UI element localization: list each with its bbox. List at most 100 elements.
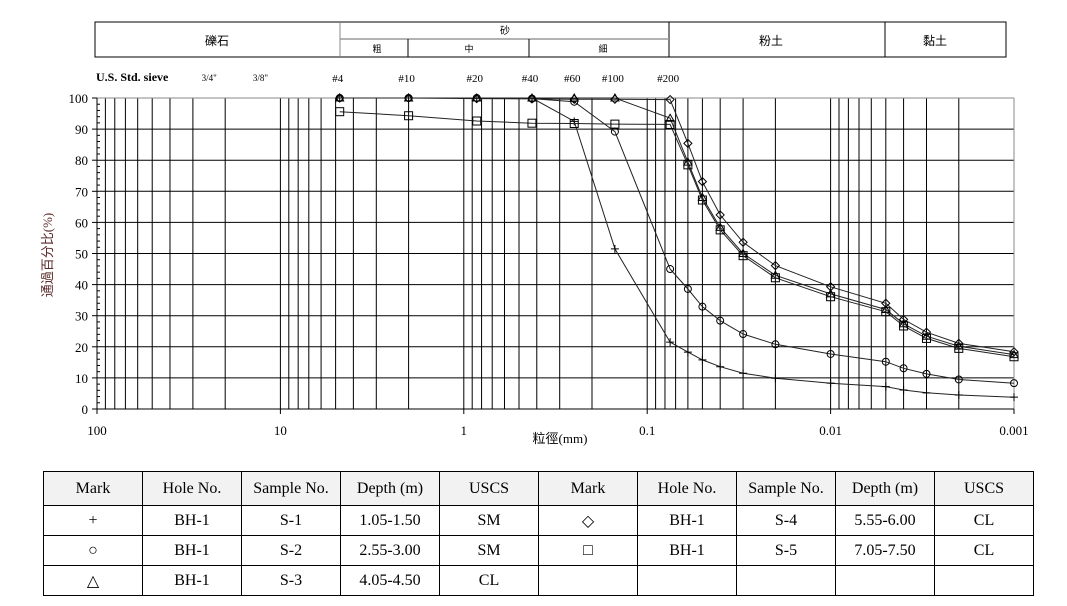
- header-sand: 砂: [500, 24, 510, 37]
- chart-series: [334, 92, 1019, 402]
- y-tick-label: 40: [75, 278, 88, 293]
- plus-marker: [771, 374, 780, 383]
- x-tick-label: 0.001: [999, 423, 1028, 438]
- header-sand-fine: 細: [598, 43, 607, 54]
- y-tick-label: 30: [75, 309, 88, 324]
- sieve-label: #200: [657, 73, 680, 85]
- triangle-marker: [665, 113, 675, 122]
- header-gravel: 礫石: [205, 33, 229, 48]
- sample-cell: S-4: [736, 505, 836, 536]
- plus-marker: [739, 369, 748, 378]
- diamond-marker: [472, 93, 482, 104]
- sieve-label: #40: [522, 73, 539, 85]
- sieve-label: #60: [564, 73, 581, 85]
- col-hole: Hole No.: [637, 471, 737, 506]
- table-header-row: Mark Hole No. Sample No. Depth (m) USCS …: [43, 471, 1034, 506]
- triangle-marker: [921, 331, 932, 340]
- hole-cell: BH-1: [637, 505, 737, 536]
- sieve-labels: 3/4" 3/8" #4 #10 #20 #40 #60 #100 #200: [202, 73, 680, 85]
- chart-grid: [97, 97, 1015, 410]
- square-marker: [665, 119, 675, 129]
- col-depth: Depth (m): [835, 471, 935, 506]
- square-marker: [738, 251, 748, 261]
- square-marker: [683, 160, 693, 170]
- col-mark: Mark: [538, 471, 638, 506]
- y-tick-label: 10: [75, 371, 88, 386]
- series-line: [339, 97, 1015, 398]
- col-depth: Depth (m): [340, 471, 440, 506]
- triangle-marker: [471, 92, 482, 102]
- square-marker: [899, 321, 909, 331]
- circle-marker: [739, 330, 748, 339]
- series-s-5: [335, 107, 1019, 362]
- square-marker: [404, 111, 414, 121]
- diamond-marker: [770, 260, 781, 271]
- y-tick-label: 100: [69, 91, 89, 106]
- circle-marker: [1010, 379, 1018, 388]
- sieve-label: #100: [602, 73, 625, 85]
- triangle-marker: [880, 304, 891, 313]
- sieve-label: 3/4": [202, 73, 218, 83]
- sieve-row-label: U.S. Std. sieve: [96, 70, 169, 84]
- y-tick-label: 0: [82, 402, 89, 417]
- x-tick-label: 0.01: [819, 423, 842, 438]
- series-s-4: [334, 93, 1019, 357]
- series-line: [339, 111, 1015, 358]
- empty-cell: [637, 565, 737, 596]
- diamond-marker: [954, 338, 964, 349]
- diamond-marker: [921, 327, 932, 337]
- series-s-2: [335, 94, 1018, 388]
- sieve-label: #4: [332, 73, 344, 85]
- y-tick-label: 50: [75, 247, 88, 262]
- header-sand-coarse: 粗: [372, 43, 381, 54]
- diamond-marker: [527, 94, 537, 104]
- square-marker: [527, 118, 537, 128]
- circle-marker: [716, 316, 725, 325]
- square-marker: [697, 195, 707, 205]
- plus-marker: [1010, 393, 1018, 402]
- mark-cell: △: [43, 565, 143, 596]
- plus-marker: [610, 244, 619, 253]
- diamond-marker: [610, 94, 620, 104]
- col-sample: Sample No.: [736, 471, 836, 506]
- circle-marker: [666, 265, 675, 274]
- plus-marker: [899, 386, 908, 395]
- chart-axes: 0 10 20 30 40 50 60 70 80 90 100 100 10 1 0.1 0.01 0.001: [69, 91, 1029, 438]
- header-sand-medium: 中: [464, 43, 473, 54]
- sieve-label: #10: [398, 73, 415, 85]
- soil-classification-header: 礫石 砂 粗 中 細 粉土 黏土: [94, 21, 1007, 58]
- uscs-cell: CL: [439, 565, 539, 596]
- diamond-marker: [683, 138, 693, 149]
- x-tick-label: 0.1: [639, 423, 655, 438]
- sample-cell: S-3: [241, 565, 341, 596]
- depth-cell: 7.05-7.50: [835, 535, 935, 566]
- depth-cell: 2.55-3.00: [340, 535, 440, 566]
- circle-marker: [683, 284, 692, 293]
- grain-size-chart: 礫石 砂 粗 中 細 粉土 黏土 U.S. Std. sieve 3/4" 3/8…: [40, 21, 1029, 446]
- circle-marker: [771, 340, 780, 349]
- col-uscs: USCS: [439, 471, 539, 506]
- square-marker: [610, 119, 620, 129]
- empty-cell: [934, 565, 1034, 596]
- x-tick-label: 1: [461, 423, 468, 438]
- circle-marker: [899, 364, 908, 373]
- circle-marker: [922, 369, 931, 378]
- y-tick-label: 60: [75, 215, 88, 230]
- plus-marker: [826, 379, 835, 388]
- triangle-marker: [898, 318, 909, 328]
- diamond-marker: [697, 176, 708, 187]
- mark-cell: ◇: [538, 505, 638, 536]
- depth-cell: 4.05-4.50: [340, 565, 440, 596]
- y-tick-label: 90: [75, 122, 88, 137]
- hole-cell: BH-1: [142, 505, 242, 536]
- square-marker: [770, 273, 780, 283]
- col-uscs: USCS: [934, 471, 1034, 506]
- sample-cell: S-5: [736, 535, 836, 566]
- diamond-marker: [825, 282, 836, 292]
- circle-marker: [954, 375, 963, 384]
- diamond-marker: [569, 94, 579, 104]
- sample-cell: S-2: [241, 535, 341, 566]
- table-row: ○ BH-1 S-2 2.55-3.00 SM □ BH-1 S-5 7.05-…: [43, 535, 1034, 566]
- y-tick-label: 20: [75, 340, 88, 355]
- plus-marker: [716, 362, 725, 371]
